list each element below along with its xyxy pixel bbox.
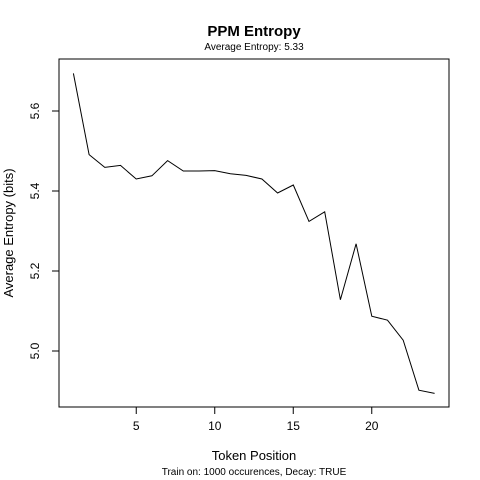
chart-subtitle: Average Entropy: 5.33: [204, 42, 304, 53]
series-line: [72, 73, 435, 394]
y-tick-label: 5.2: [28, 262, 42, 279]
y-tick-label: 5.4: [28, 182, 42, 199]
x-axis-label: Token Position: [212, 448, 297, 463]
y-axis: 5.0 5.2 5.4 5.6: [28, 102, 60, 359]
x-tick-label: 10: [208, 419, 222, 433]
x-tick-label: 20: [365, 419, 379, 433]
y-tick-label: 5.0: [28, 342, 42, 359]
x-axis: 5 10 15 20: [133, 406, 379, 433]
chart-title: PPM Entropy: [207, 23, 301, 40]
y-axis-label: Average Entropy (bits): [1, 168, 16, 297]
x-tick-label: 5: [133, 419, 140, 433]
y-tick-label: 5.6: [28, 102, 42, 119]
footnote: Train on: 1000 occurences, Decay: TRUE: [162, 467, 347, 478]
x-tick-label: 15: [287, 419, 301, 433]
